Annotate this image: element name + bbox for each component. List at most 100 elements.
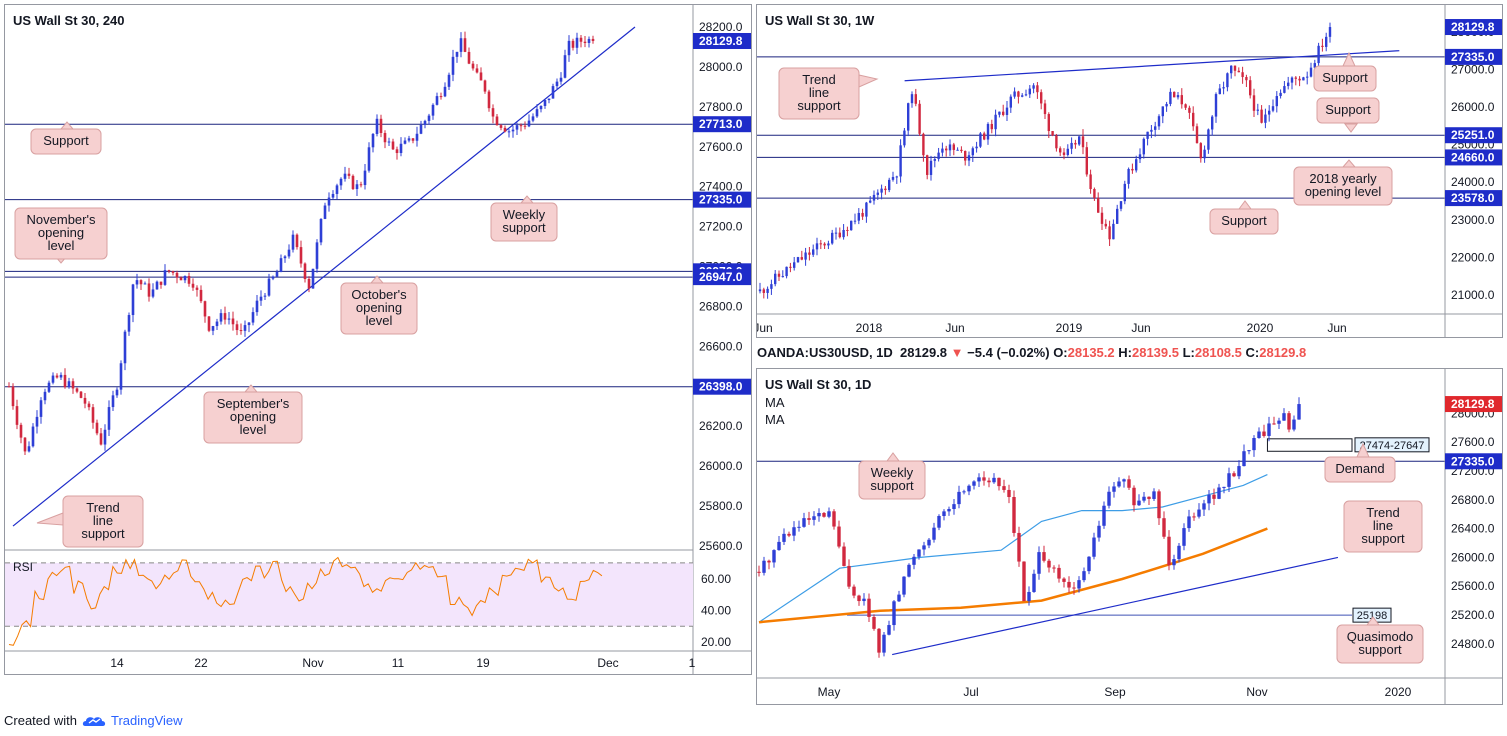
candle-body [838,232,841,238]
candle-body [555,81,559,87]
rsi-tick-label: 40.00 [701,603,731,617]
callout-box [14,207,108,260]
weekly-chart-panel[interactable]: 28000.027000.026000.025000.024000.023000… [756,4,1503,338]
price-label: 26947.0 [699,270,743,284]
candle-body [35,416,39,427]
candle-body [1052,567,1056,569]
candle-body [1242,451,1246,467]
daily-chart-svg[interactable]: 28000.027600.027200.026800.026400.026000… [757,369,1503,705]
callout-text: Weekly [871,465,914,480]
candle-body [907,564,911,577]
candle-body [7,386,11,388]
trend-line [892,556,1339,656]
candle-body [1252,95,1256,111]
y-tick-label: 27000.0 [1451,62,1495,76]
candle-body [857,212,860,221]
candle-body [1162,518,1166,537]
candle-body [1108,226,1111,240]
candle-body [907,103,910,131]
candle-body [1283,86,1286,93]
candle-body [1089,174,1092,190]
callout-box [1336,624,1424,664]
candle-body [367,147,371,171]
candle-body [1116,208,1119,224]
candle-body [781,276,784,278]
candle-body [1211,116,1214,130]
candle-body [415,133,419,141]
price-label: 27335.0 [699,193,743,207]
candle-body [91,407,95,423]
y-tick-label: 26000.0 [1451,550,1495,564]
callout-text: line [93,513,113,528]
candle-body [319,218,323,243]
candle-body [371,133,375,148]
candle-body [155,281,159,290]
price-label-box [1445,19,1502,36]
candle-body [862,598,866,602]
weekly-chart-svg[interactable]: 28000.027000.026000.025000.024000.023000… [757,5,1503,338]
candle-body [796,257,800,263]
candle-body [351,175,355,190]
left-chart-panel[interactable]: 28200.0 28000.0 27800.0 27600.0 27400.0 27200… [4,4,752,675]
candle-body [327,197,331,206]
candle-body [972,481,976,486]
candle-body [932,527,936,540]
candle-body [1013,91,1016,97]
candle-body [123,331,127,364]
x-tick-label: 22 [194,656,208,670]
candle-body [1137,500,1141,506]
left-chart-svg[interactable]: 28200.0 28000.0 27800.0 27600.0 27400.0 27200… [5,5,752,675]
price-label: 24660.0 [1451,150,1495,164]
candle-body [762,289,765,293]
ma-label-2: MA [765,412,785,427]
candle-body [880,188,883,193]
candle-body [323,205,327,219]
candle-body [952,144,955,150]
callout-text: opening [230,409,276,424]
candle-body [523,125,527,127]
candle-body [1237,466,1241,477]
candle-body [163,270,167,285]
candle-body [1092,537,1096,557]
candle-body [1237,70,1240,73]
candle-body [335,185,339,194]
candle-body [1290,77,1294,83]
candle-body [1279,92,1282,97]
candle-body [1277,420,1281,424]
callout-pointer [243,384,259,393]
candle-body [1123,183,1126,202]
candle-body [1131,168,1134,171]
price-label: 23578.0 [1451,191,1495,205]
y-tick-label: 26400.0 [1451,522,1495,536]
ohlc-close: 28129.8 [1259,345,1307,360]
candle-body [914,94,917,104]
candle-body [119,363,123,390]
callout-text: Support [1221,213,1267,228]
callout-text: November's [27,212,96,227]
candle-body [1260,109,1263,123]
candle-body [1117,481,1121,487]
candle-body [922,133,925,156]
price-label-box [693,32,751,49]
price-label: 28129.8 [1451,20,1495,34]
candle-body [1042,552,1046,561]
candle-body [411,138,415,141]
daily-chart-panel[interactable]: 28000.0 27600.0 27200.0 26800.0 26400.0 26000… [756,368,1503,705]
candle-body [463,38,467,52]
callout-text: opening [356,300,402,315]
candle-body [27,446,31,452]
callout-text: support [502,220,546,235]
candle-body [471,63,475,69]
candle-body [1077,580,1081,589]
candle-body [941,148,944,153]
candle-body [19,424,23,438]
price-label-box [1445,127,1502,144]
footer-brand[interactable]: TradingView [110,713,183,728]
callout-text: October's [351,287,407,302]
x-tick-label: 2020 [1247,321,1274,335]
candle-body [766,288,769,293]
candle-body [952,504,956,510]
candle-body [1309,67,1313,77]
